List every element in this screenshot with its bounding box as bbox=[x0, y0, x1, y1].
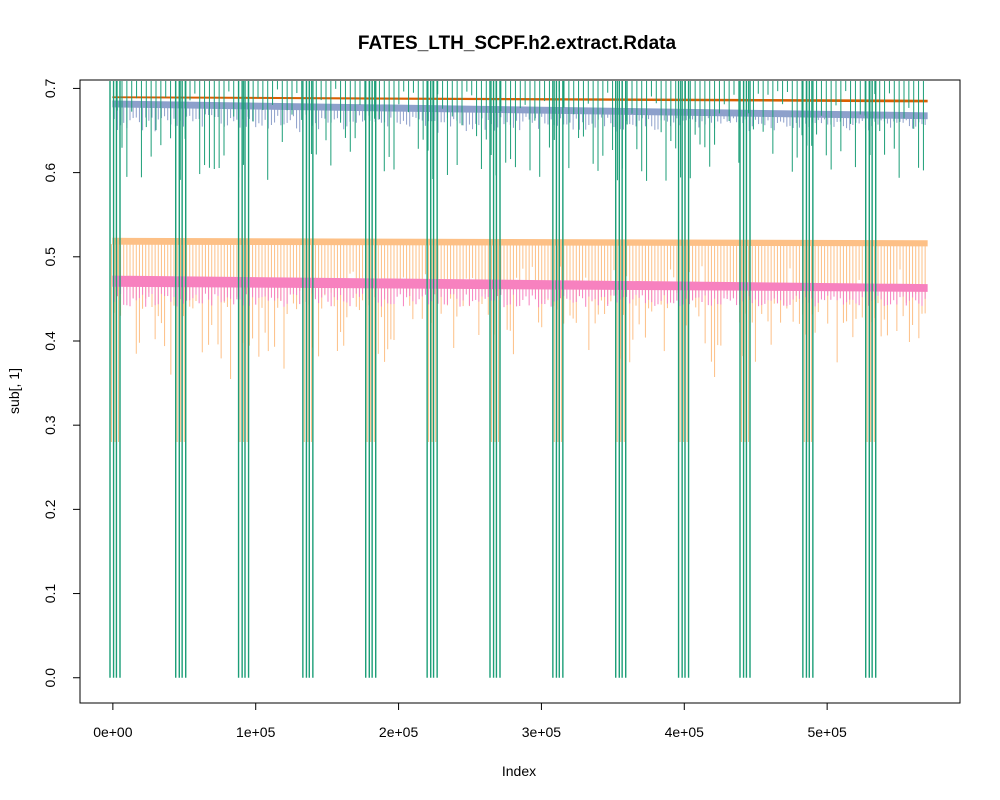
y-tick-label: 0.0 bbox=[42, 668, 58, 688]
y-tick-label: 0.2 bbox=[42, 499, 58, 519]
series-3 bbox=[112, 275, 928, 308]
series-4 bbox=[109, 81, 924, 678]
series-2-band bbox=[112, 237, 928, 247]
y-axis-label: sub[, 1] bbox=[6, 368, 22, 414]
y-tick-label: 0.1 bbox=[42, 584, 58, 604]
x-tick-label: 0e+00 bbox=[93, 724, 133, 740]
x-tick-label: 1e+05 bbox=[236, 724, 276, 740]
y-tick-label: 0.6 bbox=[42, 163, 58, 183]
y-tick-label: 0.4 bbox=[42, 331, 58, 351]
y-axis: 0.0 0.1 0.2 0.3 0.4 0.5 0.6 0.7 bbox=[42, 78, 81, 688]
x-tick-label: 2e+05 bbox=[379, 724, 419, 740]
x-axis: 0e+00 1e+05 2e+05 3e+05 4e+05 5e+05 bbox=[93, 702, 847, 740]
x-tick-label: 5e+05 bbox=[807, 724, 847, 740]
y-tick-label: 0.3 bbox=[42, 415, 58, 435]
series-layer bbox=[109, 81, 928, 678]
series-3-band bbox=[112, 275, 928, 292]
plot-frame bbox=[79, 79, 961, 704]
x-tick-label: 4e+05 bbox=[665, 724, 705, 740]
y-tick-label: 0.7 bbox=[42, 78, 58, 98]
y-tick-label: 0.5 bbox=[42, 247, 58, 267]
x-axis-label: Index bbox=[502, 763, 536, 779]
x-tick-label: 3e+05 bbox=[522, 724, 562, 740]
chart-title: FATES_LTH_SCPF.h2.extract.Rdata bbox=[358, 33, 677, 54]
series-2 bbox=[110, 237, 928, 443]
